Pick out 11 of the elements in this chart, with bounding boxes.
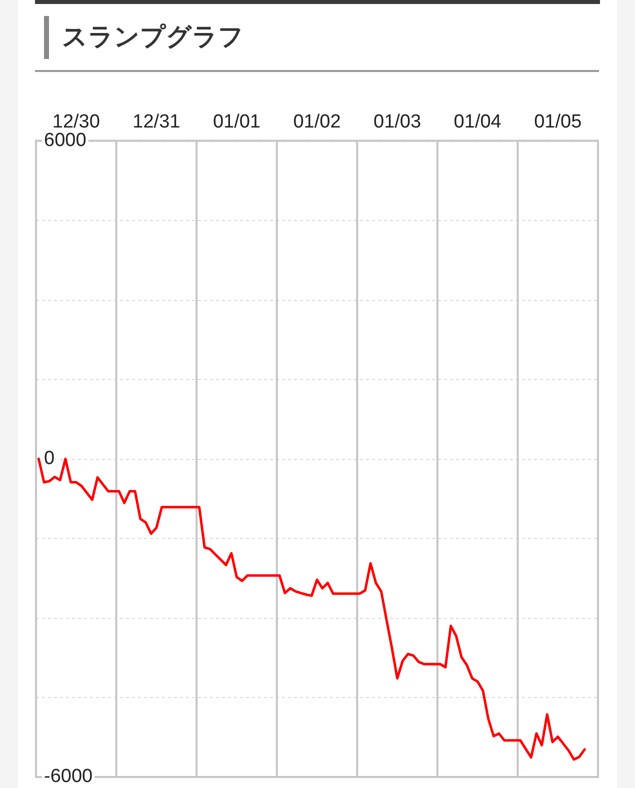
y-tick-label: 0 bbox=[44, 448, 55, 470]
x-tick-label: 01/01 bbox=[212, 112, 260, 133]
y-tick-label: 6000 bbox=[44, 130, 86, 152]
y-tick-label: -6000 bbox=[44, 766, 93, 788]
x-tick-label: 12/30 bbox=[52, 112, 100, 133]
x-tick-label: 01/04 bbox=[454, 112, 502, 133]
x-tick-label: 12/31 bbox=[132, 112, 180, 133]
x-tick-label: 01/02 bbox=[293, 112, 341, 133]
x-tick-label: 01/03 bbox=[374, 112, 422, 133]
chart-title: スランプグラフ bbox=[62, 21, 244, 53]
x-tick-label: 01/05 bbox=[534, 112, 582, 133]
